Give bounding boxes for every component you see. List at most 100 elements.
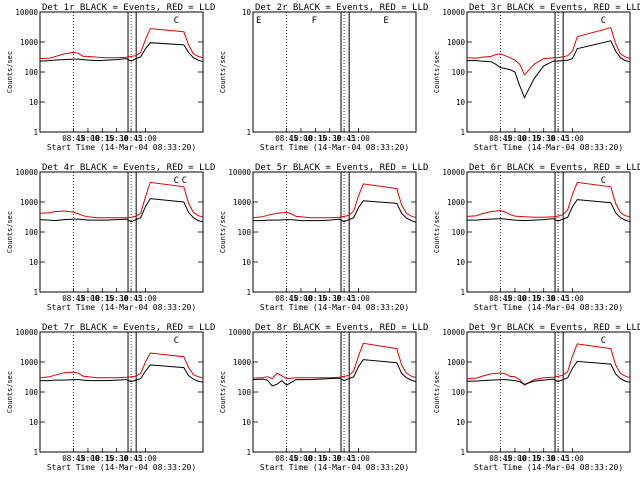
y-tick-label: 1000 (447, 358, 466, 367)
x-tick-label: 11:00 (134, 134, 157, 143)
y-tick-label: 1000 (233, 358, 252, 367)
series-lld-line (39, 28, 204, 60)
series-lld-line (252, 342, 417, 380)
series-events-line (40, 364, 204, 383)
chart-title: Det 4r BLACK = Events, RED = LLD (42, 163, 215, 173)
x-axis-label: Start Time (14-Mar-04 08:33:20) (474, 143, 623, 152)
x-tick-label: 10:45 (333, 134, 356, 143)
x-tick-label: 10:45 (120, 294, 143, 303)
flag-label: E (256, 16, 261, 26)
plot-frame (39, 11, 204, 133)
x-tick-label: 10:45 (120, 454, 143, 463)
y-axis-label: Counts/sec (219, 371, 227, 413)
plot-frame (466, 11, 631, 133)
y-tick-label: 1000 (447, 198, 466, 207)
x-tick-label: 10:45 (120, 134, 143, 143)
x-tick-label: 08:45 (62, 454, 85, 463)
x-tick-label: 10:15 (304, 294, 327, 303)
x-tick-label: 10:30 (532, 134, 555, 143)
series-events-line (39, 198, 204, 223)
plot-frame (39, 331, 204, 453)
y-tick-label: 100 (451, 228, 465, 237)
x-tick-label: 10:00 (504, 134, 527, 143)
x-tick-label: 10:15 (518, 294, 541, 303)
x-tick-label: 08:45 (489, 134, 512, 143)
series-lld-line (252, 183, 417, 219)
chart-panel-2: Det 2r BLACK = Events, RED = LLD08:4510:… (219, 3, 428, 152)
x-tick-label: 10:30 (318, 454, 341, 463)
y-tick-label: 1000 (20, 38, 39, 47)
y-tick-label: 1 (460, 288, 465, 297)
x-tick-label: 10:30 (532, 454, 555, 463)
x-tick-label: 10:00 (504, 454, 527, 463)
chart-title: Det 1r BLACK = Events, RED = LLD (42, 3, 215, 13)
y-tick-label: 10 (29, 258, 39, 267)
plot-frame (39, 171, 204, 293)
y-tick-label: 1 (246, 448, 251, 457)
chart-panel-6: Det 6r BLACK = Events, RED = LLD08:4510:… (433, 163, 640, 312)
series-lld-line (39, 352, 204, 379)
y-tick-label: 10000 (15, 8, 38, 17)
y-tick-label: 100 (451, 388, 465, 397)
y-tick-label: 10000 (442, 168, 465, 177)
flag-label: F (312, 16, 317, 26)
x-tick-label: 11:00 (561, 454, 584, 463)
flag-label: C (601, 16, 606, 26)
y-tick-label: 100 (237, 228, 251, 237)
series-lld-line (466, 27, 631, 76)
x-tick-label: 10:00 (290, 454, 313, 463)
flag-label: C (601, 176, 606, 186)
x-tick-label: 08:45 (489, 294, 512, 303)
y-tick-label: 100 (451, 68, 465, 77)
y-axis-label: Counts/sec (433, 211, 441, 253)
chart-panel-7: Det 7r BLACK = Events, RED = LLD08:4510:… (6, 323, 215, 472)
y-axis-label: Counts/sec (219, 51, 227, 93)
y-axis-label: Counts/sec (433, 51, 441, 93)
x-axis-label: Start Time (14-Mar-04 08:33:20) (260, 303, 409, 312)
y-tick-label: 10 (456, 418, 466, 427)
flag-label: C (601, 336, 606, 346)
x-tick-label: 11:00 (134, 454, 157, 463)
series-lld-line (466, 343, 631, 386)
y-tick-label: 10000 (228, 328, 251, 337)
x-tick-label: 10:45 (547, 134, 570, 143)
plot-frame (252, 11, 417, 133)
y-tick-label: 1 (246, 288, 251, 297)
flag-label: C (182, 176, 187, 186)
x-tick-label: 10:30 (318, 294, 341, 303)
x-tick-label: 08:45 (275, 454, 298, 463)
y-tick-label: 10 (456, 98, 466, 107)
x-tick-label: 10:30 (318, 134, 341, 143)
x-tick-label: 10:30 (532, 294, 555, 303)
y-tick-label: 10 (242, 418, 252, 427)
x-tick-label: 10:15 (91, 294, 114, 303)
x-tick-label: 10:00 (504, 294, 527, 303)
x-axis-label: Start Time (14-Mar-04 08:33:20) (260, 463, 409, 472)
series-events-line (467, 360, 631, 385)
plot-frame (466, 331, 631, 453)
x-tick-label: 10:15 (91, 134, 114, 143)
x-axis-label: Start Time (14-Mar-04 08:33:20) (260, 143, 409, 152)
x-tick-label: 10:00 (290, 294, 313, 303)
y-tick-label: 1 (33, 128, 38, 137)
y-axis-label: Counts/sec (433, 371, 441, 413)
series-lld-line (39, 181, 204, 219)
flag-label: C (174, 176, 179, 186)
x-tick-label: 10:15 (518, 454, 541, 463)
x-tick-label: 10:45 (547, 454, 570, 463)
series-events-line (467, 199, 631, 223)
y-tick-label: 1 (246, 128, 251, 137)
chart-panel-3: Det 3r BLACK = Events, RED = LLD08:4510:… (433, 3, 640, 152)
y-tick-label: 1 (460, 128, 465, 137)
x-tick-label: 11:00 (561, 294, 584, 303)
y-axis-label: Counts/sec (6, 211, 14, 253)
plot-frame (252, 331, 417, 453)
y-tick-label: 100 (24, 68, 38, 77)
x-tick-label: 10:45 (333, 454, 356, 463)
chart-panel-9: Det 9r BLACK = Events, RED = LLD08:4510:… (433, 323, 640, 472)
x-tick-label: 10:15 (518, 134, 541, 143)
chart-panel-1: Det 1r BLACK = Events, RED = LLD 08:45 10:… (6, 3, 215, 152)
x-tick-label: 08:45 (62, 134, 85, 143)
y-axis-label: Counts/sec (6, 371, 14, 413)
